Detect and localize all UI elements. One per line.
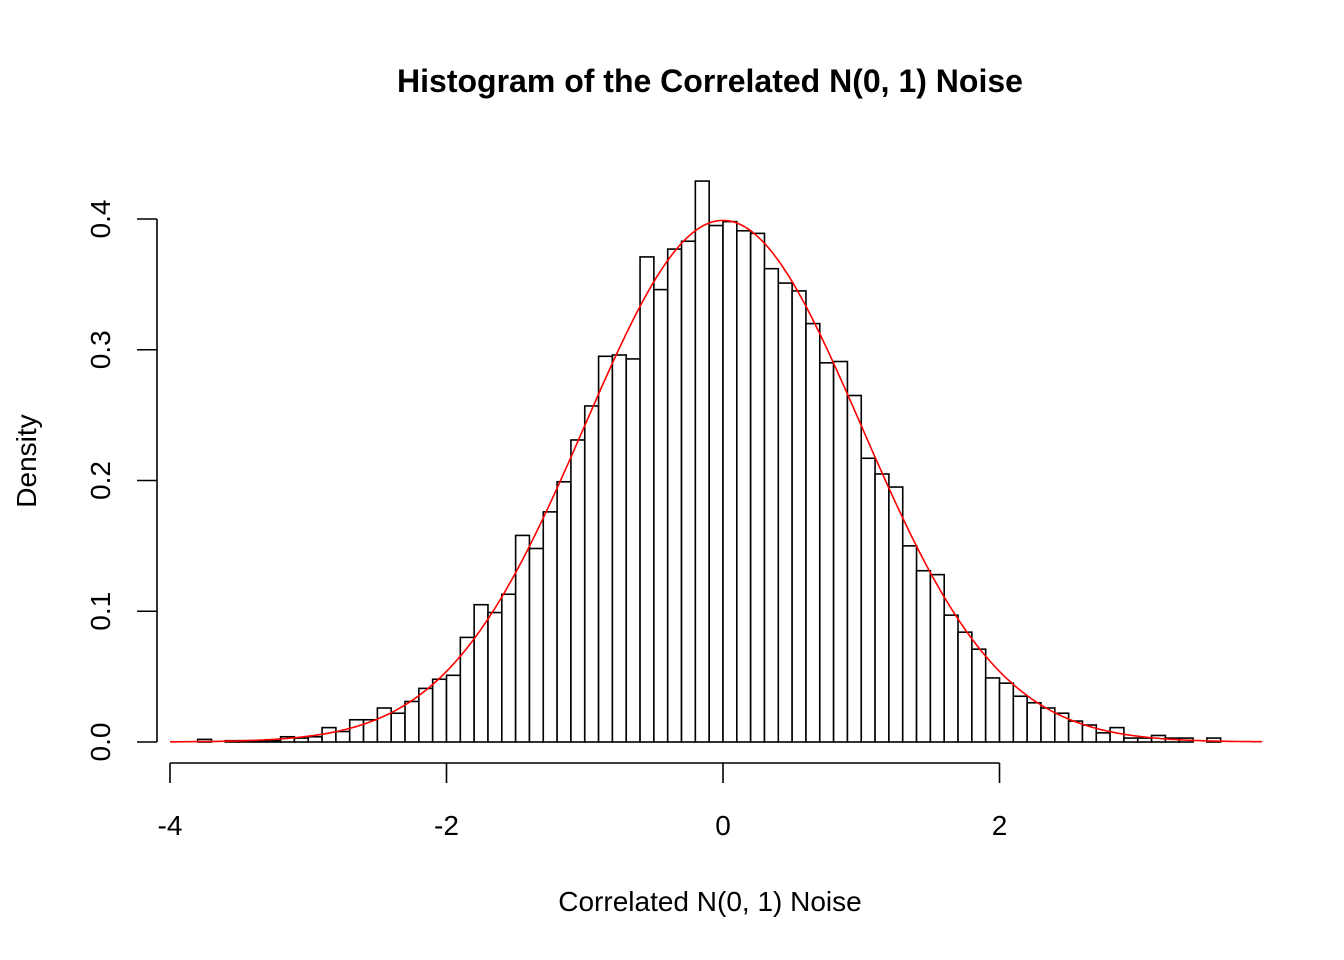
histogram-bar	[915, 569, 932, 743]
histogram-bar	[514, 534, 531, 743]
histogram-bar	[625, 358, 641, 743]
histogram-bar	[1026, 701, 1042, 743]
histogram-bar	[418, 687, 434, 743]
histogram-bar	[487, 611, 503, 743]
histogram-bar	[597, 355, 614, 743]
histogram-bar	[832, 360, 849, 743]
y-axis-label: Density	[11, 414, 42, 507]
histogram-bar	[404, 700, 420, 743]
histogram-bar	[929, 573, 945, 743]
histogram-bar	[265, 739, 282, 743]
histogram-bar	[335, 730, 351, 743]
histogram-bar	[860, 457, 876, 743]
histogram-bar	[736, 229, 752, 743]
histogram-bar	[611, 354, 628, 743]
histogram-bar	[321, 726, 337, 743]
y-tick-label: 0.2	[85, 461, 116, 500]
histogram-bar	[805, 322, 821, 743]
histogram-bar	[818, 362, 835, 743]
histogram-bar	[777, 282, 793, 743]
histogram-bar	[998, 682, 1015, 743]
chart-title: Histogram of the Correlated N(0, 1) Nois…	[397, 63, 1023, 99]
histogram-bar	[680, 240, 697, 743]
x-axis-label: Correlated N(0, 1) Noise	[558, 886, 861, 917]
histogram-bar	[694, 180, 710, 743]
histogram-bar	[307, 735, 323, 743]
histogram-bar	[666, 248, 683, 743]
histogram-bar	[556, 481, 572, 743]
histogram-bar	[901, 545, 918, 743]
histogram-bar	[722, 220, 738, 743]
y-tick-label: 0.1	[85, 592, 116, 631]
histogram-bar	[708, 224, 724, 743]
histogram-bar	[943, 614, 959, 743]
histogram-bar	[984, 677, 1001, 743]
y-tick-label: 0.4	[85, 200, 116, 239]
histogram-bar	[639, 256, 655, 743]
histogram-bar	[528, 547, 545, 743]
histogram-bar	[1012, 695, 1028, 743]
histogram-bar	[1040, 707, 1056, 743]
histogram-bar	[1123, 737, 1139, 743]
bars-group	[196, 180, 1222, 743]
histogram-bar	[293, 737, 310, 743]
histogram-bar	[445, 674, 462, 743]
histogram-bar	[542, 511, 558, 743]
histogram-bar	[846, 394, 863, 743]
histogram-bar	[763, 267, 780, 743]
x-tick-label: -4	[158, 810, 183, 841]
histogram-bar	[957, 631, 973, 743]
histogram-bar	[1109, 726, 1125, 743]
y-tick-label: 0.3	[85, 330, 116, 369]
histogram-bar	[1095, 732, 1111, 743]
histogram-bar	[473, 603, 489, 743]
histogram-bar	[1136, 737, 1153, 743]
normal-density-curve	[170, 219, 1263, 743]
histogram-bar	[431, 678, 448, 743]
histogram-bar	[583, 405, 600, 743]
histogram-bar	[390, 712, 406, 743]
x-axis: -4 -2 0 2	[158, 762, 1008, 841]
x-tick-label: -2	[434, 810, 459, 841]
histogram-bar	[791, 290, 807, 743]
histogram-bar	[570, 439, 586, 743]
histogram-bar	[348, 718, 365, 743]
y-tick-label: 0.0	[85, 723, 116, 762]
histogram-bar	[500, 593, 517, 743]
x-tick-label: 0	[715, 810, 731, 841]
histogram-bar	[971, 648, 987, 743]
x-tick-label: 2	[992, 810, 1008, 841]
histogram-bar	[653, 288, 669, 743]
histogram-bar	[888, 486, 904, 743]
histogram-bar	[1206, 737, 1222, 743]
y-axis: 0.0 0.1 0.2 0.3 0.4	[85, 200, 158, 762]
histogram-bar	[874, 473, 890, 743]
histogram-bar	[749, 232, 766, 743]
